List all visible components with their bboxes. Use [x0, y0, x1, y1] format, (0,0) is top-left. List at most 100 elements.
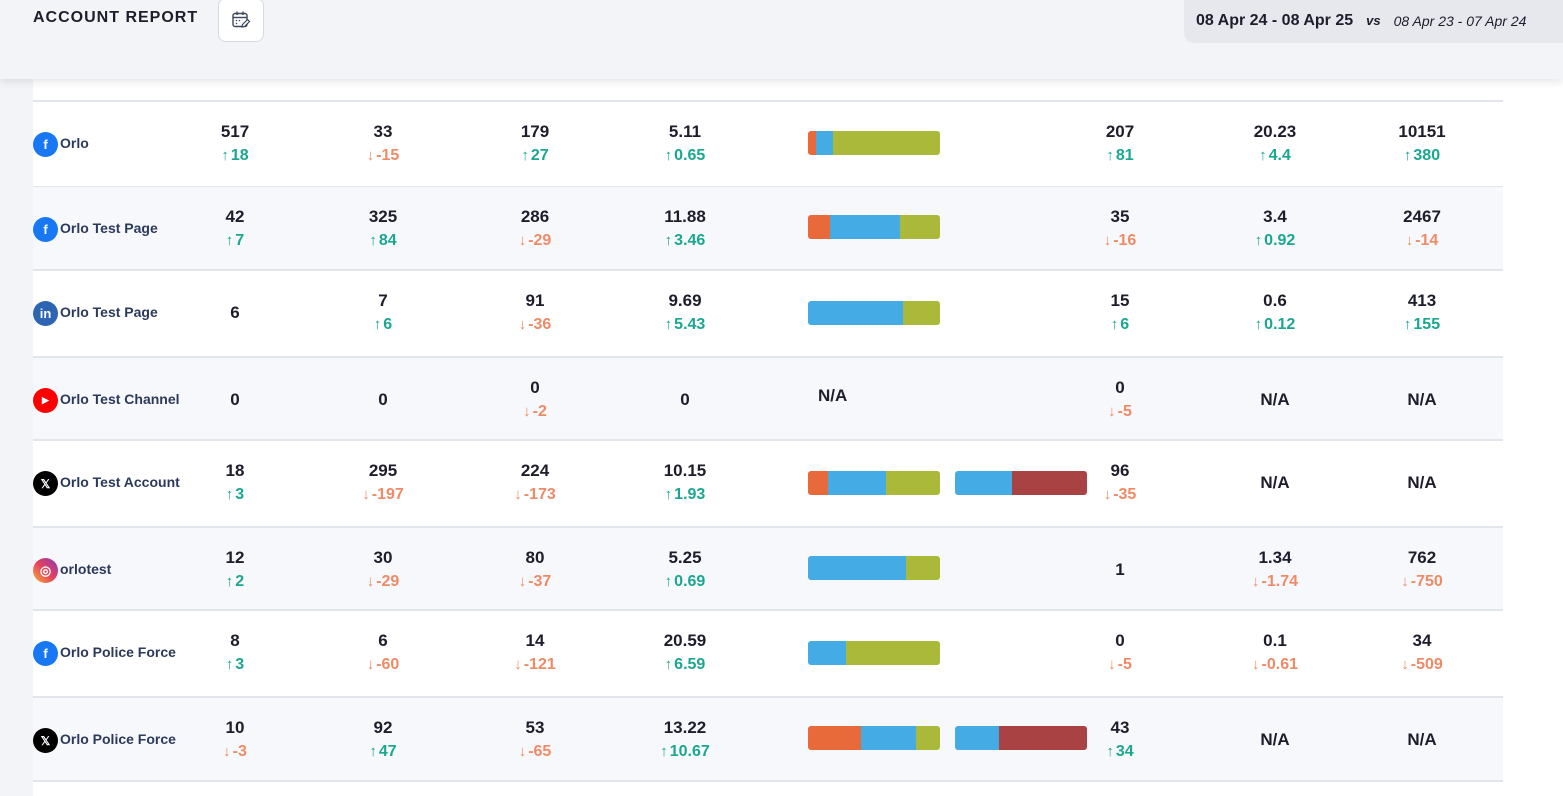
arrow-up-icon: ↑ [1106, 743, 1114, 760]
metric-change-value: -16 [1113, 232, 1137, 249]
metric-change: ↓ -750 [1382, 572, 1462, 592]
metric-change-value: 84 [378, 232, 397, 249]
arrow-up-icon: ↑ [225, 232, 234, 249]
arrow-up-icon: ↑ [369, 743, 377, 760]
metric-change: ↑ 0.69 [645, 572, 725, 592]
arrow-up-icon: ↑ [664, 573, 673, 590]
metric-value: 2467 [1403, 207, 1441, 226]
metric-value: 1.34 [1258, 548, 1292, 567]
account-cell[interactable]: 𝕏 Orlo Police Force [33, 727, 176, 753]
account-name[interactable]: Orlo Test Account [60, 474, 180, 490]
table-row: 𝕏 Orlo Test Account 18 ↑ 3 295 ↓ -197 224 ↓ -173 10… [33, 441, 1503, 528]
account-cell[interactable]: ▶ Orlo Test Channel [33, 387, 180, 413]
metric-change-value: 18 [230, 147, 249, 164]
account-name[interactable]: orlotest [60, 561, 112, 577]
metric-cell-c1: 517 ↑ 18 [195, 122, 275, 166]
account-cell[interactable]: 𝕏 Orlo Test Account [33, 470, 180, 496]
account-name[interactable]: Orlo Test Page [60, 304, 158, 320]
metric-cell-c6: 20.23 ↑ 4.4 [1235, 122, 1315, 166]
metric-change: ↓ -3 [195, 742, 275, 762]
account-cell[interactable]: ◎ orlotest [33, 557, 170, 583]
metric-value: 0 [680, 390, 690, 409]
arrow-up-icon: ↑ [664, 656, 673, 673]
arrow-down-icon: ↓ [518, 743, 527, 760]
metric-change-value: -509 [1410, 656, 1443, 673]
metric-cell-c3: 80 ↓ -37 [495, 548, 575, 592]
account-name[interactable]: Orlo Police Force [60, 731, 176, 747]
metric-cell-c6: N/A [1235, 730, 1315, 750]
metric-change: ↑ 47 [343, 742, 423, 762]
arrow-down-icon: ↓ [1108, 403, 1116, 420]
metric-cell-c4: 13.22 ↑ 10.67 [645, 718, 725, 762]
arrow-up-icon: ↑ [225, 486, 234, 503]
metric-cell-c4: 5.25 ↑ 0.69 [645, 548, 725, 592]
metric-cell-c1: 10 ↓ -3 [195, 718, 275, 762]
metric-value: N/A [1260, 390, 1290, 409]
metric-change: ↑ 380 [1382, 146, 1462, 166]
metric-value: 0 [378, 390, 388, 409]
metric-cell-c2: 0 [343, 390, 423, 410]
date-range-selector[interactable]: 08 Apr 24 - 08 Apr 25 vs 08 Apr 23 - 07 … [1184, 0, 1563, 43]
metric-cell-c1: 0 [195, 390, 275, 410]
metric-change-value: 10.67 [669, 743, 710, 760]
metric-cell-c5: 15 ↑ 6 [1080, 291, 1160, 335]
account-name[interactable]: Orlo [60, 135, 89, 151]
account-cell[interactable]: f Orlo Test Page [33, 216, 170, 242]
bar-segment-olive [900, 215, 940, 239]
distribution-bar [808, 301, 940, 325]
metric-change: ↓ -36 [495, 315, 575, 335]
metric-change: ↓ -15 [343, 146, 423, 166]
metric-cell-c3: 179 ↑ 27 [495, 122, 575, 166]
account-name[interactable]: Orlo Test Page [60, 220, 158, 236]
arrow-down-icon: ↓ [523, 403, 531, 420]
metric-value: 15 [1110, 291, 1130, 310]
calendar-button[interactable] [218, 0, 264, 42]
metric-change: ↑ 10.67 [645, 742, 725, 762]
account-name[interactable]: Orlo Police Force [60, 644, 176, 660]
metric-change: ↓ -16 [1080, 231, 1160, 251]
metric-change: ↓ -65 [495, 742, 575, 762]
arrow-down-icon: ↓ [223, 743, 231, 760]
metric-cell-c7: 413 ↑ 155 [1382, 291, 1462, 335]
metric-cell-c6: 3.4 ↑ 0.92 [1235, 207, 1315, 251]
x-icon: 𝕏 [33, 471, 58, 496]
arrow-down-icon: ↓ [366, 147, 375, 164]
account-name[interactable]: Orlo Test Channel [60, 391, 180, 407]
metric-cell-c3: 91 ↓ -36 [495, 291, 575, 335]
metric-cell-c4: 9.69 ↑ 5.43 [645, 291, 725, 335]
metric-value: 0 [230, 390, 240, 409]
account-cell[interactable]: in Orlo Test Page [33, 300, 170, 326]
metric-cell-c2: 325 ↑ 84 [343, 207, 423, 251]
metric-change-value: 3 [235, 486, 245, 503]
metric-value: 7 [378, 291, 388, 310]
metric-value: 0.1 [1263, 631, 1287, 650]
metric-value: 14 [525, 631, 545, 650]
metric-change-value: 7 [235, 232, 245, 249]
metric-value: 33 [373, 122, 393, 141]
metric-change: ↑ 6 [1080, 315, 1160, 335]
arrow-up-icon: ↑ [1403, 316, 1412, 333]
bar-segment-orange [808, 726, 861, 750]
metric-change: ↑ 6 [343, 315, 423, 335]
table-row: f Orlo 517 ↑ 18 33 ↓ -15 179 ↑ 27 5.11 ↑ 0.65 207 ↑ 81 20… [33, 102, 1503, 188]
metric-change-value: 2 [235, 573, 245, 590]
account-cell[interactable]: f Orlo [33, 131, 170, 157]
metric-cell-c1: 8 ↑ 3 [195, 631, 275, 675]
arrow-up-icon: ↑ [369, 232, 377, 249]
metric-change: ↓ -121 [495, 655, 575, 675]
bar-segment-blue [808, 556, 906, 580]
metric-change: ↑ 155 [1382, 315, 1462, 335]
account-cell[interactable]: f Orlo Police Force [33, 640, 176, 666]
arrow-up-icon: ↑ [373, 316, 382, 333]
metric-change-value: -29 [376, 573, 400, 590]
bar-segment-orange [808, 215, 831, 239]
distribution-bar [808, 215, 940, 239]
metric-value: 517 [220, 122, 250, 141]
metric-change-value: -121 [523, 656, 556, 673]
metric-change: ↓ -5 [1080, 402, 1160, 422]
metric-value: 10.15 [663, 461, 707, 480]
metric-value: 13.22 [663, 718, 707, 737]
metric-change-value: 1.93 [674, 486, 706, 503]
metric-change: ↑ 0.12 [1235, 315, 1315, 335]
metric-change: ↓ -0.61 [1235, 655, 1315, 675]
